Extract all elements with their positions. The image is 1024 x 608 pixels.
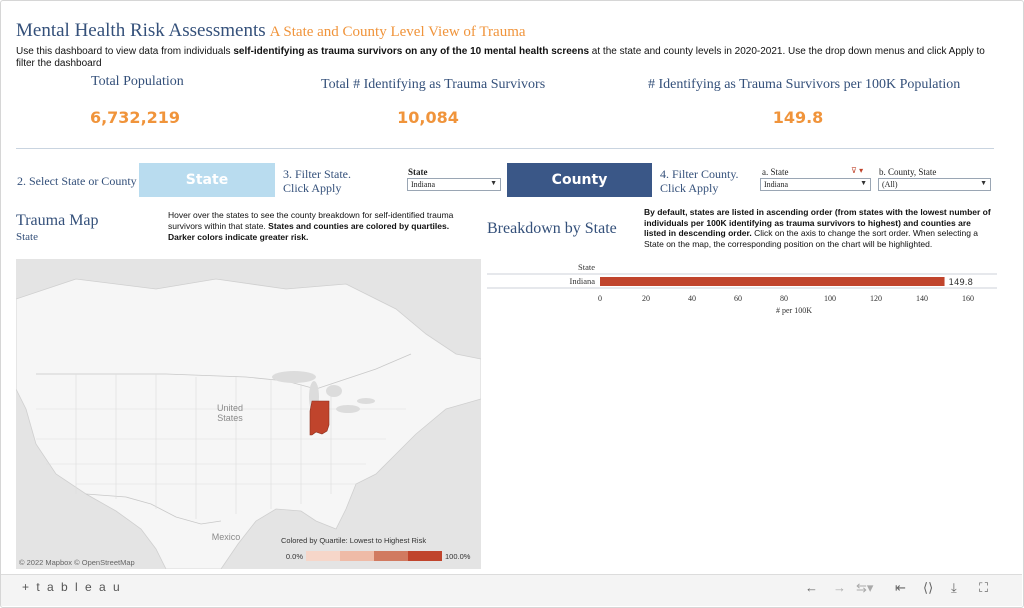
hover-note-text: Hover over the states to see the county …	[168, 210, 454, 231]
legend-q4	[408, 551, 442, 561]
trauma-map[interactable]: United States Mexico © 2022 Mapbox © Ope…	[16, 259, 481, 569]
legend-max: 100.0%	[445, 552, 471, 561]
x-tick-label[interactable]: 60	[734, 294, 742, 303]
kpi-per100k-value: 149.8	[772, 108, 824, 127]
revert-to-start-icon[interactable]: ⇤	[895, 580, 906, 595]
map-title: Trauma Map	[16, 212, 99, 229]
intro-post: at the state and county levels in 2020-2…	[16, 46, 985, 66]
bar-indiana[interactable]	[600, 277, 945, 286]
step4-line1: 4. Filter County.	[660, 167, 739, 181]
state-dropdown[interactable]: Indiana ▼	[407, 178, 501, 191]
a-state-dropdown-value: Indiana	[764, 180, 788, 189]
county-button[interactable]: County	[507, 163, 652, 197]
map-attribution: © 2022 Mapbox © OpenStreetMap	[19, 558, 135, 567]
b-county-dropdown[interactable]: (All) ▼	[878, 178, 991, 191]
redo-arrow-icon[interactable]: →	[833, 580, 846, 595]
state-indiana[interactable]	[309, 400, 330, 436]
step3-line2: Click Apply	[283, 181, 342, 195]
kpi-total-population-label: Total Population	[91, 74, 184, 89]
state-button[interactable]: State	[139, 163, 275, 197]
map-label-mexico: Mexico	[212, 532, 241, 542]
map-canvas: United States Mexico © 2022 Mapbox © Ope…	[16, 259, 481, 569]
breakdown-chart-svg: State Indiana 149.8 0 20 40 60 80 100 120 140 160…	[487, 262, 997, 315]
bar-value-label: 149.8	[949, 278, 973, 288]
legend-q3	[374, 551, 408, 561]
undo-arrow-icon[interactable]: ←	[805, 580, 818, 595]
revert-icon[interactable]: ⇆▾	[856, 580, 874, 595]
b-county-dropdown-value: (All)	[882, 180, 898, 189]
x-tick-label[interactable]: 160	[962, 294, 974, 303]
title-subtitle: A State and County Level View of Trauma	[269, 24, 526, 40]
map-label-states: States	[217, 413, 243, 423]
fullscreen-icon[interactable]: ⛶	[979, 580, 989, 595]
step3-line1: 3. Filter State.	[283, 167, 351, 181]
breakdown-note: By default, states are listed in ascendi…	[644, 207, 994, 249]
axis-ticks[interactable]: 0 20 40 60 80 100 120 140 160	[598, 294, 974, 303]
intro-pre: Use this dashboard to view data from ind…	[16, 46, 234, 57]
filter-clear-icon[interactable]: ⊽ ▾	[851, 166, 864, 175]
step4-label: 4. Filter County. Click Apply	[660, 167, 739, 195]
bar-category-label: Indiana	[570, 276, 596, 286]
kpi-total-population-value: 6,732,219	[89, 108, 181, 127]
b-county-label: b. County, State	[879, 167, 937, 177]
border-us-mexico	[85, 493, 222, 525]
x-tick-label[interactable]: 0	[598, 294, 602, 303]
download-icon[interactable]: ⤓	[951, 580, 957, 595]
state-dropdown-label: State	[408, 167, 428, 177]
legend-q1	[306, 551, 340, 561]
kpi-total-trauma-label: Total # Identifying as Trauma Survivors	[321, 77, 546, 92]
x-tick-label[interactable]: 40	[688, 294, 696, 303]
land-north-america	[16, 278, 481, 569]
map-subtitle: State	[16, 231, 38, 243]
chevron-down-icon: ▼	[490, 179, 497, 187]
legend-q2	[340, 551, 374, 561]
hover-note-bold: States and counties are colored by quart…	[168, 221, 450, 242]
chevron-down-icon: ▼	[980, 179, 987, 187]
state-dropdown-value: Indiana	[411, 180, 435, 189]
step3-label: 3. Filter State. Click Apply	[283, 167, 351, 195]
dashboard-title: Mental Health Risk Assessments A State an…	[16, 20, 526, 42]
x-tick-label[interactable]: 80	[780, 294, 788, 303]
row-header: State	[578, 262, 595, 272]
a-state-dropdown[interactable]: Indiana ▼	[760, 178, 871, 191]
bars-layer: Indiana 149.8	[570, 276, 973, 288]
breakdown-chart[interactable]: State Indiana 149.8 0 20 40 60 80 100 120 140 160…	[487, 258, 997, 328]
breakdown-note-rest: Click on the axis to change the sort ord…	[644, 228, 979, 249]
step4-line2: Click Apply	[660, 181, 719, 195]
intro-bold: self-identifying as trauma survivors on …	[233, 46, 590, 57]
a-state-label: a. State	[762, 167, 789, 177]
map-hover-note: Hover over the states to see the county …	[168, 210, 458, 243]
x-tick-label[interactable]: 100	[824, 294, 836, 303]
intro-text: Use this dashboard to view data from ind…	[16, 46, 991, 66]
breakdown-title: Breakdown by State	[487, 220, 617, 237]
x-tick-label[interactable]: 20	[642, 294, 650, 303]
breakdown-note-bold: By default, states are listed in ascendi…	[644, 207, 991, 238]
legend-title: Colored by Quartile: Lowest to Highest R…	[281, 536, 426, 545]
x-axis-label: # per 100K	[776, 306, 812, 315]
x-tick-label[interactable]: 140	[916, 294, 928, 303]
tableau-toolbar	[1, 574, 1022, 606]
kpi-total-trauma-value: 10,084	[397, 108, 459, 127]
share-icon[interactable]: ⟨⟩	[923, 580, 934, 595]
step2-label: 2. Select State or County	[17, 174, 137, 188]
legend-min: 0.0%	[286, 552, 303, 561]
kpi-per100k-label: # Identifying as Trauma Survivors per 10…	[648, 77, 961, 92]
x-tick-label[interactable]: 120	[870, 294, 882, 303]
tableau-logo[interactable]: + t a b l e a u	[22, 580, 122, 594]
map-label-united: United	[217, 403, 243, 413]
title-main: Mental Health Risk Assessments	[16, 20, 266, 41]
state-borders	[36, 374, 406, 519]
section-divider	[16, 148, 994, 149]
chevron-down-icon: ▼	[860, 179, 867, 187]
